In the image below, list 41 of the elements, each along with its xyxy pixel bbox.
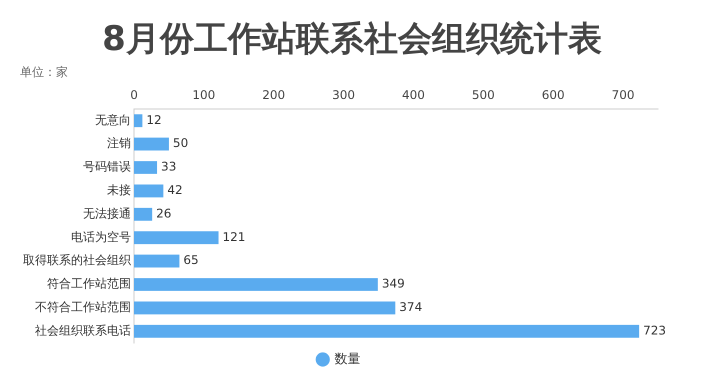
x-tick-label: 700 xyxy=(612,88,635,102)
bar xyxy=(134,114,142,128)
bar xyxy=(134,254,180,268)
y-tick-label: 电话为空号 xyxy=(71,230,131,244)
data-label: 26 xyxy=(156,206,172,220)
data-label: 121 xyxy=(222,230,246,244)
x-tick-label: 200 xyxy=(262,88,286,102)
x-tick-label: 0 xyxy=(130,88,138,102)
x-tick-label: 500 xyxy=(472,88,495,102)
y-tick-label: 符合工作站范围 xyxy=(47,276,131,291)
data-label: 349 xyxy=(382,276,405,291)
y-tick-label: 社会组织联系电话 xyxy=(35,323,131,338)
x-tick-label: 100 xyxy=(192,88,216,102)
data-label: 723 xyxy=(643,323,666,338)
bar xyxy=(134,138,169,151)
y-tick-label: 无法接通 xyxy=(83,206,131,220)
data-label: 42 xyxy=(167,183,183,198)
y-tick-label: 不符合工作站范围 xyxy=(35,300,131,314)
bar xyxy=(134,324,640,338)
chart-title: 8月份工作站联系社会组织统计表 xyxy=(101,18,603,61)
x-tick-label: 400 xyxy=(402,88,425,102)
bar xyxy=(134,161,158,174)
y-tick-label: 注销 xyxy=(107,136,131,150)
bar xyxy=(134,301,396,314)
y-tick-label: 无意向 xyxy=(95,112,131,127)
bar xyxy=(134,278,378,291)
y-tick-label: 号码错误 xyxy=(83,160,131,174)
legend-label: 数量 xyxy=(334,352,360,367)
data-label: 65 xyxy=(183,253,199,268)
y-tick-label: 未接 xyxy=(107,183,131,198)
chart-subtitle: 单位：家 xyxy=(20,64,68,81)
data-label: 12 xyxy=(146,112,162,127)
x-tick-label: 300 xyxy=(332,88,356,102)
bar xyxy=(134,231,219,244)
y-tick-label: 取得联系的社会组织 xyxy=(23,253,131,268)
data-label: 374 xyxy=(399,300,422,314)
bar xyxy=(134,208,152,221)
x-tick-label: 600 xyxy=(542,88,565,102)
data-label: 33 xyxy=(161,160,176,174)
bar xyxy=(134,184,164,198)
data-label: 50 xyxy=(172,136,188,150)
